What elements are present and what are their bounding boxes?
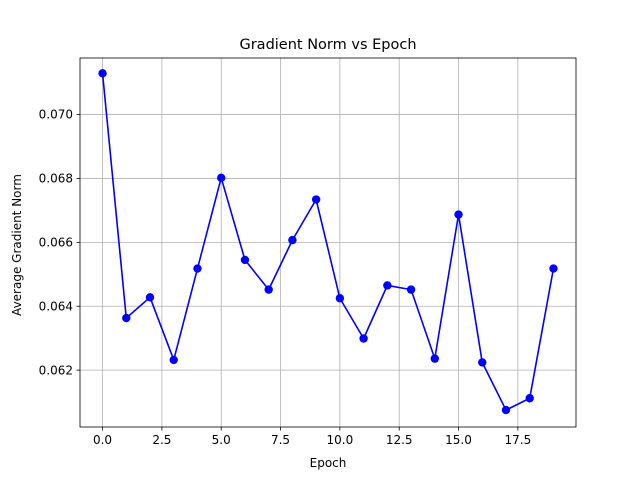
x-axis-ticks: 0.0 2.5 5.0 7.5 10.0 12.5 15.0 17.5	[93, 427, 531, 447]
x-tick-label: 5.0	[212, 433, 231, 447]
chart-title: Gradient Norm vs Epoch	[239, 37, 416, 53]
data-point	[122, 313, 131, 323]
series-lines	[101, 73, 555, 411]
y-tick-label: 0.068	[39, 172, 73, 186]
y-axis-ticks: 0.062 0.064 0.066 0.068 0.070	[39, 108, 80, 377]
data-point	[193, 264, 202, 273]
x-tick-label: 7.5	[271, 433, 290, 447]
data-point	[549, 264, 558, 273]
x-tick-label: 17.5	[504, 433, 531, 447]
data-point	[335, 294, 345, 303]
x-tick-label: 15.0	[445, 433, 472, 447]
data-point	[264, 285, 273, 294]
data-point	[525, 394, 534, 403]
data-points	[98, 69, 558, 415]
data-point	[288, 235, 297, 245]
x-tick-label: 10.0	[327, 433, 354, 447]
y-axis-label: Average Gradient Norm	[10, 174, 24, 316]
y-tick-label: 0.070	[39, 108, 73, 122]
data-point	[359, 334, 368, 343]
data-point	[217, 173, 226, 183]
y-tick-label: 0.066	[39, 236, 73, 250]
data-point	[454, 210, 463, 219]
x-tick-label: 12.5	[386, 433, 413, 447]
data-point	[501, 405, 511, 415]
x-axis-label: Epoch	[310, 456, 347, 470]
x-tick-label: 0.0	[93, 433, 112, 447]
data-point	[383, 281, 392, 290]
x-tick-label: 2.5	[152, 433, 171, 447]
data-point	[240, 255, 250, 265]
data-point	[406, 285, 416, 294]
series-line	[101, 73, 555, 411]
y-tick-label: 0.064	[39, 299, 73, 313]
grid-lines	[80, 58, 576, 427]
data-point	[478, 358, 487, 367]
data-point	[145, 293, 155, 302]
data-point	[430, 354, 439, 363]
data-point	[311, 195, 321, 204]
data-point	[169, 355, 178, 365]
y-tick-label: 0.062	[39, 363, 73, 377]
data-point	[98, 69, 107, 78]
